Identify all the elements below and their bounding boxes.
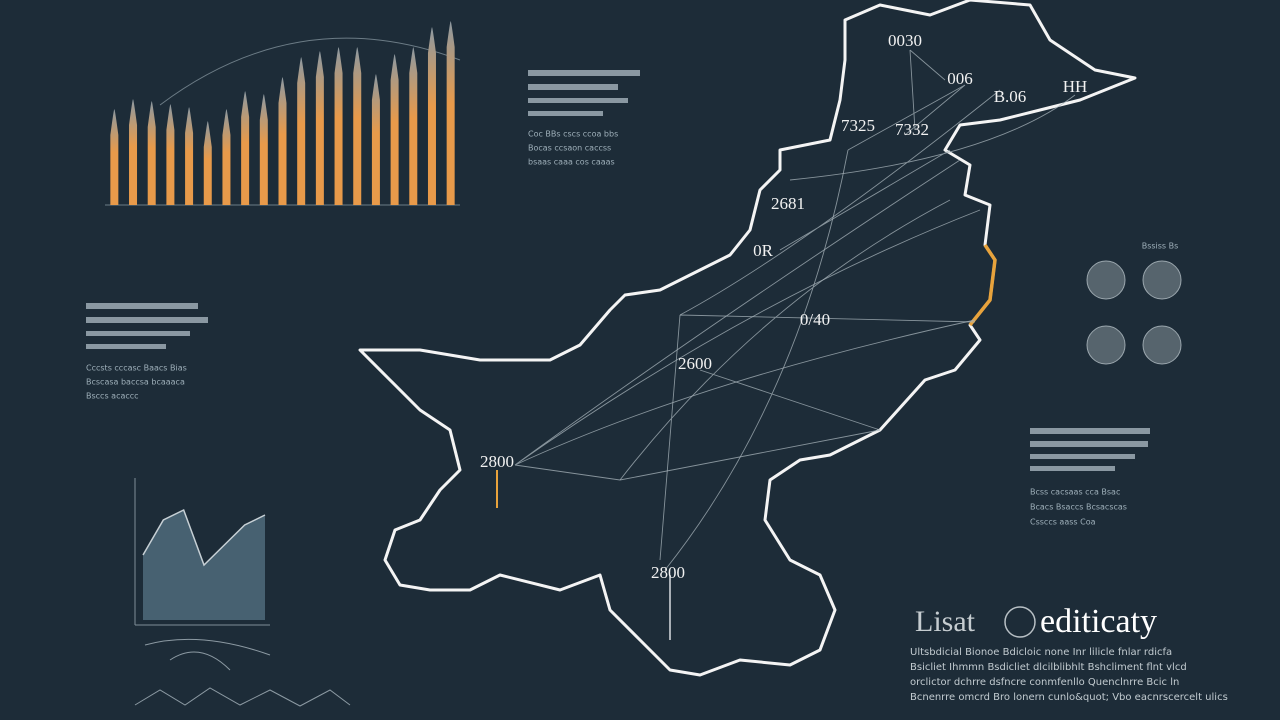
bar <box>446 21 455 206</box>
map-label: 7325 <box>841 116 875 135</box>
footer-title: Lisat <box>915 605 976 638</box>
bar <box>353 47 362 206</box>
map-label: 2800 <box>651 563 685 582</box>
bar <box>297 57 306 206</box>
map-label: 2600 <box>678 354 712 373</box>
bar <box>427 27 436 206</box>
panel-text: Cccsts cccasc Baacs Bias <box>86 364 187 373</box>
panel-text: Bcacs Bsaccs Bcsacscas <box>1030 503 1127 512</box>
bar <box>315 51 324 206</box>
bar <box>241 91 250 205</box>
bar <box>185 107 194 205</box>
map-label: 006 <box>947 69 973 88</box>
panel-text: Bcscasa baccsa bcaaaca <box>86 378 185 387</box>
map-label: 0030 <box>888 31 922 50</box>
map-label: 0R <box>753 241 774 260</box>
footer-text: Bcnenrre omcrd Bro lonern cunlo&quot; Vb… <box>910 692 1228 703</box>
map-label: 2681 <box>771 194 805 213</box>
panel-text: Cssccs aass Coa <box>1030 518 1096 527</box>
bar <box>409 47 418 206</box>
panel-bars <box>86 70 1150 471</box>
area-line <box>142 508 266 567</box>
panel-text: Bsccs acaccc <box>86 392 139 401</box>
bar <box>371 74 380 206</box>
map-outline <box>358 0 1137 677</box>
border-highlight <box>968 244 997 327</box>
bar <box>203 121 212 205</box>
panel-title: Bssiss Bs <box>1142 242 1179 251</box>
bar <box>129 99 138 205</box>
footer-text: orclictor dchrre dsfncre conmfenllo Quen… <box>910 677 1179 688</box>
globe-icons <box>1086 260 1182 365</box>
bar <box>390 54 399 206</box>
bar <box>259 94 268 205</box>
footer-word: editicaty <box>1040 603 1157 640</box>
bar <box>278 77 287 205</box>
bar <box>334 47 343 206</box>
footer-text: Ultsbdicial Bionoe Bdicloic none Inr lil… <box>910 647 1172 658</box>
panel-text: Bcss cacsaas cca Bsac <box>1030 488 1120 497</box>
arc <box>159 37 461 106</box>
map-label: HH <box>1063 77 1088 96</box>
bar <box>166 104 175 205</box>
bar <box>147 101 156 205</box>
bar <box>110 109 119 205</box>
panel-text: Coc BBs cscs ccoa bbs <box>528 130 618 139</box>
bar <box>222 109 231 205</box>
globe-icon <box>1004 606 1036 638</box>
map-label: B.06 <box>994 87 1027 106</box>
panel-text: Bocas ccsaon caccss <box>528 144 611 153</box>
sketch <box>134 638 351 707</box>
panel-text: bsaas caaa cos caaas <box>528 158 615 167</box>
connections <box>496 49 1076 640</box>
map-label: 7332 <box>895 120 929 139</box>
footer-text: Bsicliet Ihmmn Bsdicliet dlcilblibhlt Bs… <box>910 662 1187 673</box>
map-label: 2800 <box>480 452 514 471</box>
map-label: 0/40 <box>800 310 830 329</box>
